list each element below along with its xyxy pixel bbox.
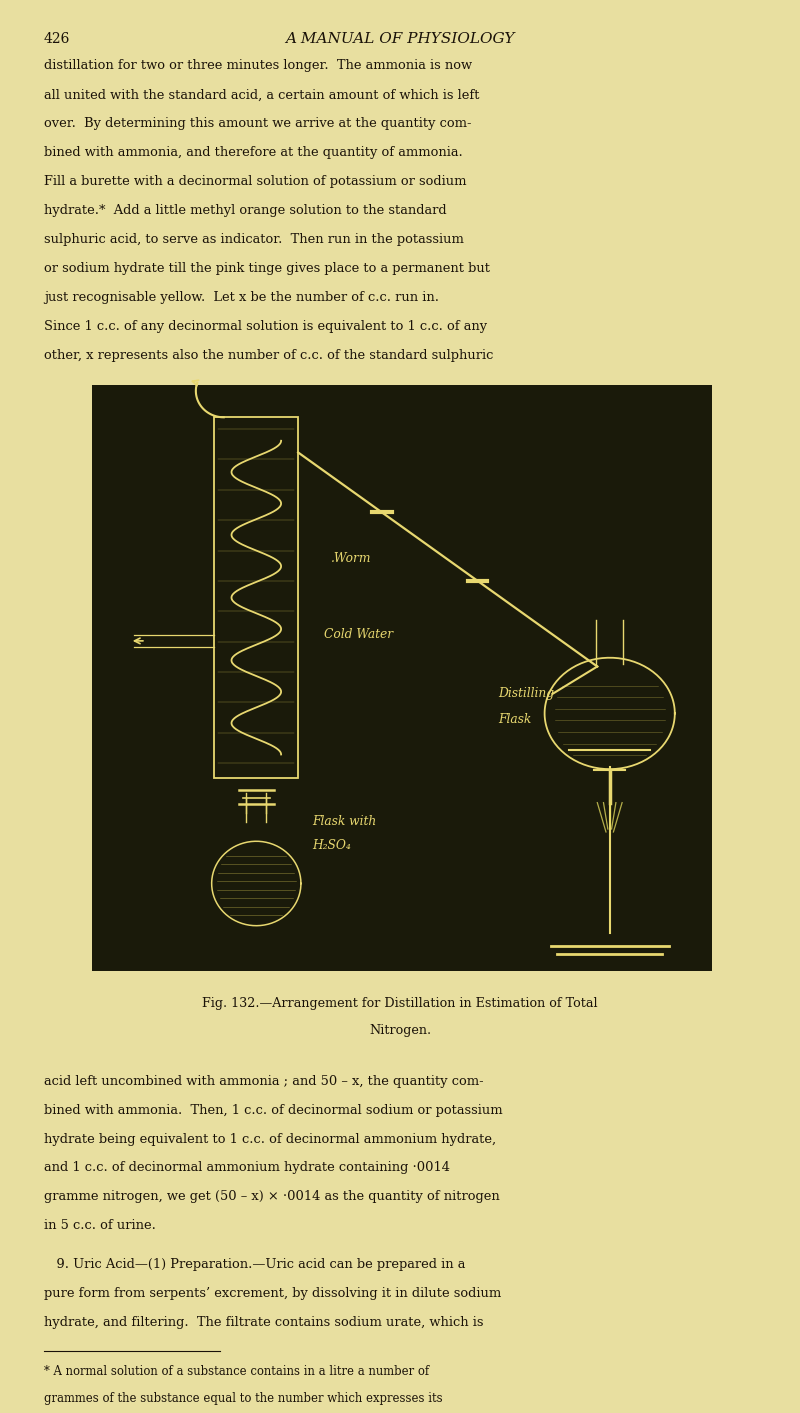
Text: .Worm: .Worm <box>330 551 371 565</box>
Text: Fig. 132.—Arrangement for Distillation in Estimation of Total: Fig. 132.—Arrangement for Distillation i… <box>202 998 598 1010</box>
Text: in 5 c.c. of urine.: in 5 c.c. of urine. <box>44 1219 156 1232</box>
Text: acid left uncombined with ammonia ; and 50 – x, the quantity com-: acid left uncombined with ammonia ; and … <box>44 1075 484 1088</box>
Text: Flask with: Flask with <box>312 815 376 828</box>
Text: grammes of the substance equal to the number which expresses its: grammes of the substance equal to the nu… <box>44 1392 442 1405</box>
Text: Cold Water: Cold Water <box>325 627 394 640</box>
Bar <box>92 384 712 972</box>
Text: * A normal solution of a substance contains in a litre a number of: * A normal solution of a substance conta… <box>44 1365 429 1378</box>
Text: hydrate.*  Add a little methyl orange solution to the standard: hydrate.* Add a little methyl orange sol… <box>44 205 446 218</box>
Text: pure form from serpents’ excrement, by dissolving it in dilute sodium: pure form from serpents’ excrement, by d… <box>44 1287 502 1300</box>
Text: other, x represents also the number of c.c. of the standard sulphuric: other, x represents also the number of c… <box>44 349 494 362</box>
Text: distillation for two or three minutes longer.  The ammonia is now: distillation for two or three minutes lo… <box>44 59 472 72</box>
Text: Flask: Flask <box>498 712 531 726</box>
Text: and 1 c.c. of decinormal ammonium hydrate containing ·0014: and 1 c.c. of decinormal ammonium hydrat… <box>44 1161 450 1174</box>
Text: 9. Uric Acid—(1) Preparation.—Uric acid can be prepared in a: 9. Uric Acid—(1) Preparation.—Uric acid … <box>44 1259 466 1272</box>
Text: sulphuric acid, to serve as indicator.  Then run in the potassium: sulphuric acid, to serve as indicator. T… <box>44 233 464 246</box>
Text: Since 1 c.c. of any decinormal solution is equivalent to 1 c.c. of any: Since 1 c.c. of any decinormal solution … <box>44 319 487 333</box>
Text: or sodium hydrate till the pink tinge gives place to a permanent but: or sodium hydrate till the pink tinge gi… <box>44 263 490 276</box>
Text: bined with ammonia, and therefore at the quantity of ammonia.: bined with ammonia, and therefore at the… <box>44 146 462 160</box>
Text: hydrate being equivalent to 1 c.c. of decinormal ammonium hydrate,: hydrate being equivalent to 1 c.c. of de… <box>44 1133 496 1146</box>
Text: gramme nitrogen, we get (50 – x) × ·0014 as the quantity of nitrogen: gramme nitrogen, we get (50 – x) × ·0014… <box>44 1190 500 1204</box>
Text: Fill a burette with a decinormal solution of potassium or sodium: Fill a burette with a decinormal solutio… <box>44 175 466 188</box>
Text: 426: 426 <box>44 32 70 47</box>
Text: A MANUAL OF PHYSIOLOGY: A MANUAL OF PHYSIOLOGY <box>286 32 514 47</box>
Text: just recognisable yellow.  Let x be the number of c.c. run in.: just recognisable yellow. Let x be the n… <box>44 291 439 304</box>
Bar <box>214 417 298 779</box>
Text: Distilling: Distilling <box>498 687 554 701</box>
Text: hydrate, and filtering.  The filtrate contains sodium urate, which is: hydrate, and filtering. The filtrate con… <box>44 1317 483 1330</box>
Text: Nitrogen.: Nitrogen. <box>369 1024 431 1037</box>
Text: bined with ammonia.  Then, 1 c.c. of decinormal sodium or potassium: bined with ammonia. Then, 1 c.c. of deci… <box>44 1104 502 1116</box>
Text: all united with the standard acid, a certain amount of which is left: all united with the standard acid, a cer… <box>44 88 479 102</box>
Text: over.  By determining this amount we arrive at the quantity com-: over. By determining this amount we arri… <box>44 117 471 130</box>
Text: H₂SO₄: H₂SO₄ <box>312 839 351 852</box>
